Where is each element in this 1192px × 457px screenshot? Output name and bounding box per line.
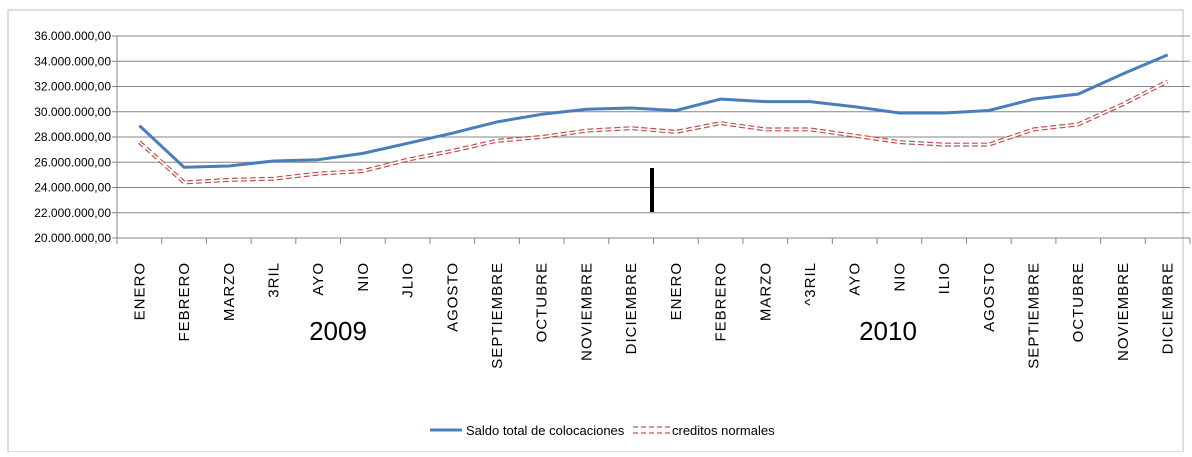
x-tick-label: AGOSTO bbox=[444, 262, 461, 332]
x-tick-label: NIO bbox=[355, 262, 372, 292]
y-tick-label: 26.000.000,00 bbox=[34, 155, 111, 169]
x-tick-label: JLIO bbox=[400, 262, 417, 298]
x-tick-label: SEPTIEMBRE bbox=[1026, 262, 1043, 369]
x-tick-label: DICIEMBRE bbox=[623, 262, 640, 354]
x-axis-tick-labels: ENERO FEBRERO MARZO 3RIL AYO NIO JLIO AGOSTO SEP… bbox=[131, 262, 1176, 369]
series-line-saldo-total bbox=[139, 55, 1167, 167]
x-tick-label: ^3RIL bbox=[802, 262, 819, 306]
y-tick-label: 32.000.000,00 bbox=[34, 80, 111, 94]
y-axis-tick-labels: 20.000.000,00 22.000.000,00 24.000.000,00 2… bbox=[34, 29, 111, 245]
y-tick-label: 24.000.000,00 bbox=[34, 181, 111, 195]
y-tick-label: 36.000.000,00 bbox=[34, 29, 111, 43]
legend: Saldo total de colocaciones creditos nor… bbox=[430, 423, 775, 438]
y-tick-label: 30.000.000,00 bbox=[34, 105, 111, 119]
series-lines bbox=[139, 55, 1167, 183]
x-tick-label: AYO bbox=[847, 262, 864, 296]
x-tick-label: MARZO bbox=[221, 262, 238, 321]
year-label-2010: 2010 bbox=[859, 316, 917, 346]
x-tick-label: NIO bbox=[891, 262, 908, 292]
legend-label-creditos: creditos normales bbox=[672, 423, 775, 438]
x-tick-label: ENERO bbox=[131, 262, 148, 320]
x-tick-label: OCTUBRE bbox=[1070, 262, 1087, 342]
x-tick-label: ENERO bbox=[668, 262, 685, 320]
x-tick-label: ILIO bbox=[936, 262, 953, 294]
x-tick-label: AGOSTO bbox=[981, 262, 998, 332]
x-tick-label: NOVIEMBRE bbox=[1115, 262, 1132, 361]
x-tick-label: OCTUBRE bbox=[534, 262, 551, 342]
legend-label-saldo: Saldo total de colocaciones bbox=[466, 423, 625, 438]
x-tick-label: SEPTIEMBRE bbox=[489, 262, 506, 369]
x-tick-label: MARZO bbox=[757, 262, 774, 321]
y-tick-label: 20.000.000,00 bbox=[34, 231, 111, 245]
x-tick-label: FEBRERO bbox=[713, 262, 730, 342]
y-tick-label: 22.000.000,00 bbox=[34, 206, 111, 220]
series-line-creditos-normales bbox=[139, 81, 1167, 182]
x-tick-label: 3RIL bbox=[265, 262, 282, 298]
chart-border bbox=[8, 10, 1183, 452]
x-tick-label: DICIEMBRE bbox=[1160, 262, 1177, 354]
x-tick-label: FEBRERO bbox=[176, 262, 193, 342]
y-tick-label: 28.000.000,00 bbox=[34, 130, 111, 144]
y-tick-label: 34.000.000,00 bbox=[34, 54, 111, 68]
x-tick-label: NOVIEMBRE bbox=[578, 262, 595, 361]
x-tick-label: AYO bbox=[310, 262, 327, 296]
year-label-2009: 2009 bbox=[309, 316, 367, 346]
separator-mark bbox=[650, 168, 654, 212]
